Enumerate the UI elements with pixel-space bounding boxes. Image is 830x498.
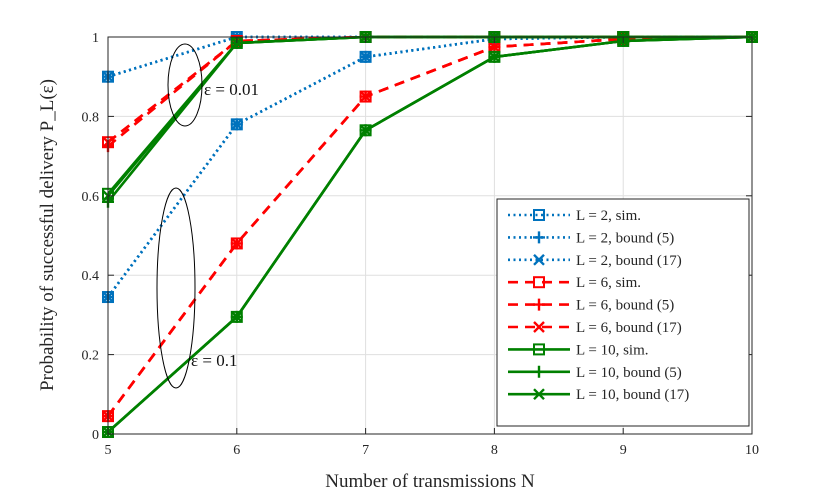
data-point-x: [533, 388, 545, 401]
y-tick-label: 0: [92, 428, 99, 443]
legend-entry: L = 2, bound (17): [508, 253, 682, 269]
series-polyline: [106, 35, 753, 417]
data-point-x: [230, 237, 243, 250]
y-tick-label: 0.4: [82, 269, 100, 284]
y-tick-label: 1: [92, 31, 99, 46]
x-tick-label: 10: [745, 443, 759, 458]
y-tick-label: 0.6: [82, 190, 100, 205]
epsilon-001-ellipse: [167, 43, 203, 127]
epsilon-01-ellipse: [156, 187, 196, 389]
legend: L = 2, sim. L = 2, bound (5) L = 2, bound …: [496, 198, 750, 427]
tick-labels: 5 6 7 8 9 10 0 0.2 0.4 0.6 0.8 1: [82, 31, 760, 458]
x-axis-label: Number of transmissions N: [325, 471, 535, 492]
legend-label: L = 6, sim.: [576, 275, 641, 291]
legend-label: L = 2, sim.: [576, 208, 641, 224]
legend-entry: L = 6, bound (5): [508, 298, 674, 314]
data-point-square: [533, 209, 545, 221]
data-point-x: [359, 124, 372, 137]
plot-frame: [107, 36, 753, 435]
legend-entry: L = 10, bound (5): [508, 365, 682, 381]
annotation-epsilon-01: ε = 0.1: [191, 351, 237, 370]
series-polyline: [107, 35, 753, 433]
data-point-square: [533, 343, 545, 356]
annotation-epsilon-001: ε = 0.01: [204, 80, 259, 99]
legend-entry: L = 2, sim.: [508, 208, 641, 224]
x-tick-label: 6: [233, 443, 240, 458]
data-point-x: [359, 51, 372, 63]
data-point-square: [533, 276, 545, 289]
legend-label: L = 10, sim.: [576, 342, 649, 358]
legend-label: L = 2, bound (5): [576, 230, 674, 246]
data-point-x: [533, 253, 545, 266]
data-point-x: [533, 321, 545, 333]
x-tick-label: 8: [491, 443, 498, 458]
data-point-x: [359, 90, 372, 103]
data-point-x: [230, 311, 243, 323]
data-point-plus: [533, 365, 545, 378]
x-tick-label: 9: [620, 443, 627, 458]
legend-label: L = 6, bound (5): [576, 298, 674, 314]
x-tick-label: 7: [362, 443, 369, 458]
legend-entry: L = 10, sim.: [508, 342, 649, 358]
legend-entry: L = 6, bound (17): [508, 320, 682, 336]
data-point-x: [488, 41, 501, 53]
legend-label: L = 2, bound (17): [576, 253, 682, 269]
annotation-layer: ε = 0.01 ε = 0.1: [156, 43, 259, 389]
y-tick-label: 0.8: [82, 110, 100, 125]
data-point-x: [488, 51, 501, 63]
y-axis-label: Probability of successful delivery P_L(ε…: [37, 79, 58, 391]
data-point-plus: [533, 231, 545, 244]
legend-entry: L = 6, sim.: [508, 275, 641, 291]
legend-label: L = 10, bound (17): [576, 387, 689, 403]
data-point-plus: [533, 298, 545, 311]
legend-entry: L = 2, bound (5): [508, 230, 674, 246]
x-tick-label: 5: [105, 443, 112, 458]
legend-entry: L = 10, bound (17): [508, 387, 689, 403]
legend-label: L = 10, bound (5): [576, 365, 682, 381]
y-tick-label: 0.2: [82, 349, 100, 364]
legend-label: L = 6, bound (17): [576, 320, 682, 336]
data-point-x: [230, 118, 243, 131]
